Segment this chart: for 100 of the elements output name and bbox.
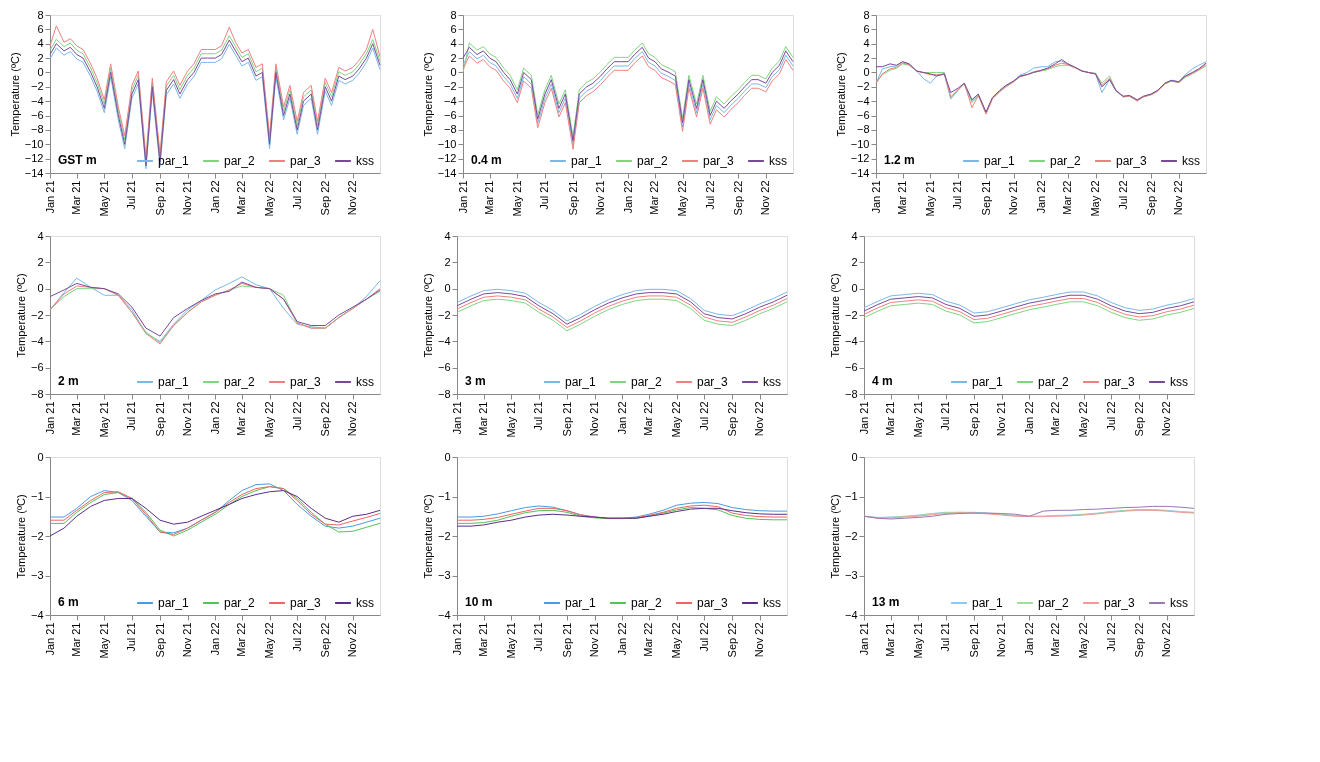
y-tick-label: −2: [443, 80, 457, 93]
x-tick-label: Jul 22: [697, 401, 710, 431]
legend-label: par_2: [224, 375, 256, 389]
y-tick-label: 6: [450, 22, 457, 35]
legend-label: kss: [356, 375, 374, 389]
y-tick-label: −6: [30, 361, 44, 374]
y-axis-title: Temperature (ºC): [8, 52, 21, 137]
x-tick-label: Sep 21: [153, 180, 166, 216]
x-tick-label: Sep 22: [725, 401, 738, 437]
legend-label: par_1: [158, 596, 190, 610]
y-tick-label: 2: [37, 255, 44, 268]
y-tick-label: −8: [30, 387, 44, 400]
x-tick-label: Jul 21: [125, 180, 138, 210]
x-tick-label: May 22: [263, 622, 276, 659]
y-axis-title: Temperature (ºC): [421, 494, 434, 579]
y-tick-label: 2: [450, 51, 457, 64]
x-tick-label: Mar 21: [477, 622, 490, 657]
x-tick-label: Jan 21: [869, 180, 882, 214]
y-tick-label: −4: [856, 94, 870, 107]
y-tick-label: −8: [437, 387, 451, 400]
x-tick-label: May 22: [670, 401, 683, 438]
x-tick-label: May 21: [97, 180, 110, 217]
x-tick-label: Mar 22: [235, 401, 248, 436]
x-tick-label: Jul 22: [290, 622, 303, 652]
x-tick-label: Jul 22: [290, 401, 303, 431]
x-tick-label: Jan 22: [621, 180, 634, 214]
legend-label: par_3: [1116, 154, 1148, 168]
y-tick-label: 2: [37, 51, 44, 64]
x-tick-label: Jan 22: [208, 180, 221, 214]
legend-label: kss: [1170, 375, 1188, 389]
x-tick-label: Jan 21: [456, 180, 469, 214]
x-tick-label: Jul 21: [532, 401, 545, 431]
x-tick-label: May 21: [510, 180, 523, 217]
legend-label: par_2: [1038, 596, 1070, 610]
x-tick-label: Nov 21: [594, 180, 607, 216]
x-tick-label: Sep 22: [1132, 401, 1145, 437]
x-tick-label: Nov 21: [588, 401, 601, 437]
x-tick-label: Jan 22: [615, 401, 628, 435]
legend-label: par_3: [290, 375, 322, 389]
x-tick-label: Sep 21: [566, 180, 579, 216]
legend-label: kss: [356, 154, 374, 168]
y-tick-label: 0: [450, 65, 457, 78]
x-tick-label: Jul 22: [290, 180, 303, 210]
x-tick-label: Mar 21: [483, 180, 496, 215]
x-tick-label: May 22: [263, 180, 276, 217]
x-tick-label: Nov 21: [181, 180, 194, 216]
x-tick-label: Nov 22: [346, 180, 359, 216]
x-tick-label: Nov 21: [1007, 180, 1020, 216]
legend-label: kss: [763, 375, 781, 389]
x-tick-label: Sep 22: [318, 622, 331, 658]
y-tick-label: 0: [863, 65, 870, 78]
x-tick-label: Mar 22: [1061, 180, 1074, 215]
y-tick-label: 0: [444, 282, 451, 295]
x-tick-label: Nov 21: [995, 401, 1008, 437]
x-tick-label: Sep 22: [318, 180, 331, 216]
x-tick-label: May 22: [1089, 180, 1102, 217]
y-tick-label: 4: [863, 37, 870, 50]
y-tick-label: −4: [30, 608, 44, 621]
annotation: 10 m: [465, 595, 493, 609]
y-tick-label: 2: [863, 51, 870, 64]
x-tick-label: Jul 22: [703, 180, 716, 210]
x-tick-label: May 22: [1077, 622, 1090, 659]
legend-label: par_3: [290, 596, 322, 610]
x-tick-label: Jan 22: [1022, 401, 1035, 435]
y-tick-label: −2: [437, 529, 451, 542]
y-tick-label: −4: [437, 608, 451, 621]
y-tick-label: −12: [24, 152, 44, 165]
y-tick-label: 0: [444, 450, 451, 463]
y-tick-label: −4: [437, 334, 451, 347]
y-tick-label: 0: [37, 282, 44, 295]
x-tick-label: Mar 21: [896, 180, 909, 215]
x-tick-label: Nov 22: [1172, 180, 1185, 216]
legend-label: par_1: [571, 154, 603, 168]
y-tick-label: 8: [863, 8, 870, 21]
x-tick-label: Mar 21: [70, 622, 83, 657]
y-tick-label: −1: [30, 490, 44, 502]
y-tick-label: −4: [30, 94, 44, 107]
legend-label: kss: [356, 596, 374, 610]
y-tick-label: −6: [443, 109, 457, 122]
x-tick-label: Mar 22: [1049, 622, 1062, 657]
legend-label: par_2: [224, 596, 256, 610]
x-tick-label: Nov 22: [346, 622, 359, 658]
x-tick-label: May 21: [504, 401, 517, 438]
x-tick-label: Mar 21: [477, 401, 490, 436]
x-tick-label: May 21: [923, 180, 936, 217]
y-axis-title: Temperature (ºC): [421, 52, 434, 137]
x-tick-label: Jul 21: [939, 622, 952, 652]
x-tick-label: Nov 22: [1160, 622, 1173, 658]
x-tick-label: Mar 22: [642, 622, 655, 657]
legend-label: kss: [1182, 154, 1200, 168]
y-tick-label: −1: [437, 490, 451, 502]
y-tick-label: 4: [851, 229, 858, 242]
x-tick-label: Jan 21: [450, 401, 463, 435]
legend-label: par_2: [631, 596, 663, 610]
y-tick-label: 2: [851, 255, 858, 268]
legend-label: kss: [769, 154, 787, 168]
x-tick-label: Jul 21: [125, 622, 138, 652]
y-axis-title: Temperature (ºC): [14, 494, 27, 579]
x-tick-label: Nov 21: [588, 622, 601, 658]
x-tick-label: Mar 21: [884, 401, 897, 436]
